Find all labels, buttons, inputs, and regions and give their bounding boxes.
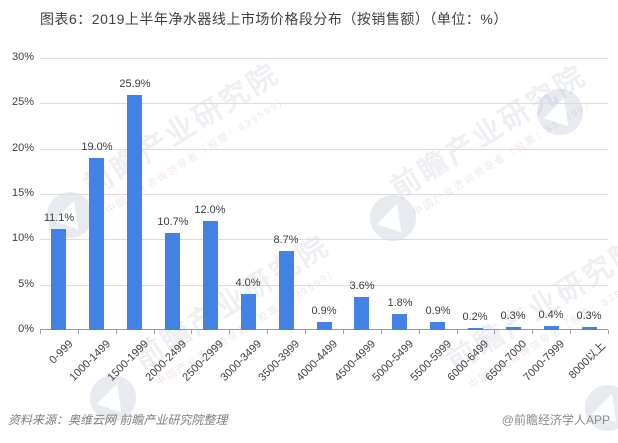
value-label-0-999: 11.1%	[43, 212, 75, 224]
value-label-6000-6499: 0.2%	[462, 311, 488, 323]
bar-6500-7000	[506, 327, 521, 330]
x-axis-tick	[608, 330, 609, 334]
bar-5000-5499	[392, 314, 407, 330]
bar-1500-1999	[127, 95, 142, 330]
x-axis-tick	[570, 330, 571, 334]
gridline-10pct	[40, 239, 608, 240]
value-label-5500-5999: 0.9%	[425, 305, 451, 317]
x-axis-tick	[229, 330, 230, 334]
x-tick-label: 8000以上	[566, 340, 608, 382]
bar-8000以上	[582, 327, 597, 330]
y-tick-label: 10%	[11, 232, 34, 244]
value-label-2500-2999: 12.0%	[194, 204, 226, 216]
x-tick-label: 7000-7999	[521, 338, 568, 384]
x-axis-tick	[40, 330, 41, 334]
gridline-5pct	[40, 285, 608, 286]
bar-4000-4499	[317, 322, 332, 330]
gridline-30pct	[40, 58, 608, 59]
chart-title: 图表6：2019上半年净水器线上市场价格段分布（按销售额）（单位：%）	[40, 11, 508, 27]
plot-area: 11.1% 19.0% 25.9% 10.7% 12.0% 4.0% 8.7% 0.9% 3.6…	[40, 58, 608, 330]
bar-3500-3999	[279, 251, 294, 330]
value-label-4000-4499: 0.9%	[311, 305, 337, 317]
x-tick-label: 0-999	[47, 338, 76, 367]
value-label-5000-5499: 1.8%	[387, 297, 413, 309]
bar-2000-2499	[165, 233, 180, 330]
y-tick-label: 25%	[11, 96, 34, 108]
y-tick-label: 5%	[18, 278, 34, 290]
y-tick-label: 30%	[11, 51, 34, 63]
x-axis-tick	[419, 330, 420, 334]
x-axis-tick	[343, 330, 344, 334]
value-label-1000-1499: 19.0%	[81, 141, 113, 153]
x-axis-tick	[78, 330, 79, 334]
y-tick-label: 20%	[11, 142, 34, 154]
value-label-7000-7999: 0.4%	[538, 309, 564, 321]
y-tick-label: 15%	[11, 187, 34, 199]
x-axis-tick	[494, 330, 495, 334]
x-axis-tick	[457, 330, 458, 334]
bar-2500-2999	[203, 221, 218, 330]
gridline-20pct	[40, 149, 608, 150]
x-axis-tick	[381, 330, 382, 334]
bar-3000-3499	[241, 294, 256, 330]
y-tick-label: 0%	[18, 323, 34, 335]
x-axis-tick	[116, 330, 117, 334]
x-axis-tick	[532, 330, 533, 334]
value-label-3500-3999: 8.7%	[273, 234, 299, 246]
source-note: 资料来源：奥维云网 前瞻产业研究院整理	[8, 413, 228, 427]
bar-1000-1499	[89, 158, 104, 330]
gridline-15pct	[40, 194, 608, 195]
x-axis-tick	[191, 330, 192, 334]
value-label-8000以上: 0.3%	[576, 310, 602, 322]
value-label-3000-3499: 4.0%	[235, 277, 261, 289]
bar-7000-7999	[544, 326, 559, 330]
x-axis-tick	[305, 330, 306, 334]
value-label-2000-2499: 10.7%	[157, 216, 189, 228]
credit-watermark-text: @前瞻经济学人APP	[501, 413, 610, 427]
gridline-25pct	[40, 103, 608, 104]
value-label-4500-4999: 3.6%	[349, 280, 375, 292]
bar-5500-5999	[430, 322, 445, 330]
value-label-6500-7000: 0.3%	[500, 310, 526, 322]
bar-6000-6499	[468, 328, 483, 330]
x-axis-tick	[154, 330, 155, 334]
x-axis-tick	[267, 330, 268, 334]
bar-4500-4999	[354, 297, 369, 330]
value-label-1500-1999: 25.9%	[119, 78, 151, 90]
bar-0-999	[51, 229, 66, 330]
